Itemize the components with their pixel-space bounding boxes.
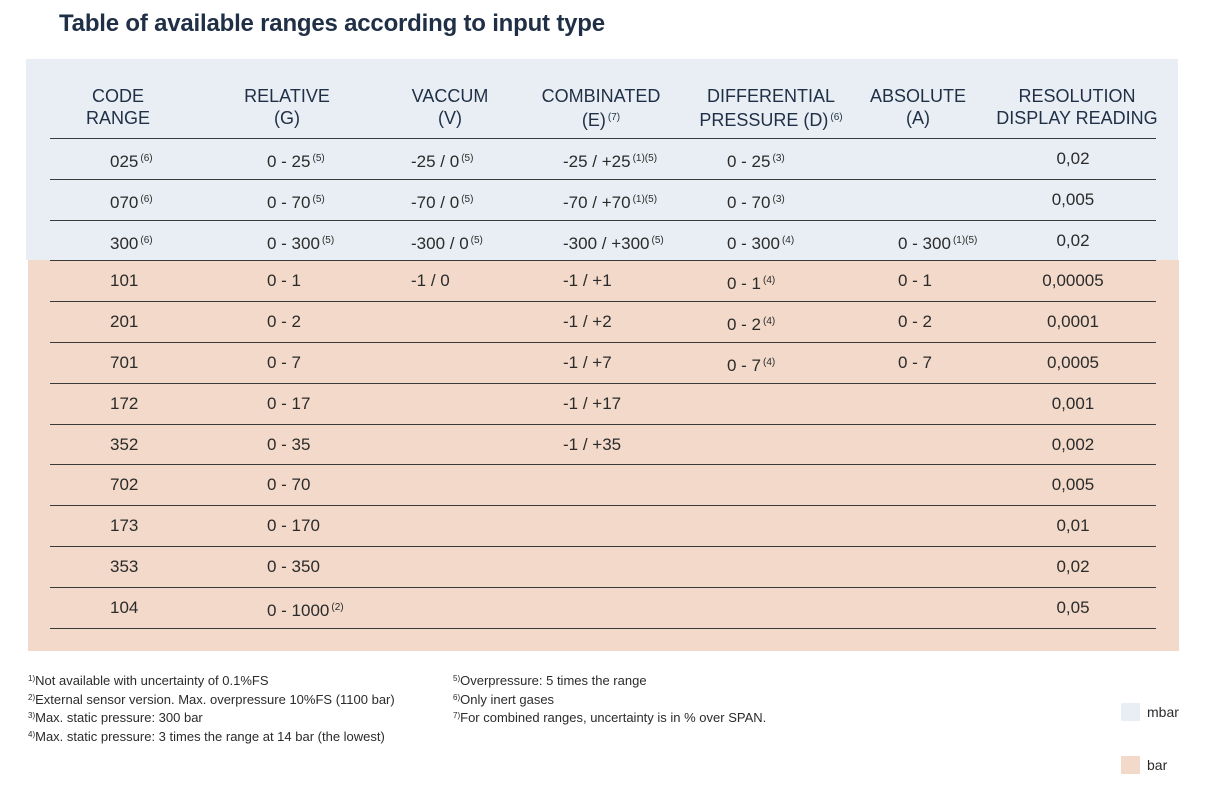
cell-combinated: -1 / +1 xyxy=(563,271,612,291)
legend-label-bar: bar xyxy=(1147,757,1168,773)
legend-swatch-bar xyxy=(1121,756,1140,774)
cell-absolute: 0 - 1 xyxy=(898,271,933,291)
cell-differential: 0 - 25 (3) xyxy=(727,152,785,171)
cell-relative: 0 - 170 xyxy=(267,516,320,536)
page-title: Table of available ranges according to i… xyxy=(59,10,605,37)
cell-code: 172 xyxy=(110,393,139,413)
cell-code: 173 xyxy=(110,516,139,536)
header-relative: RELATIVE (G) xyxy=(244,86,330,128)
table-divider xyxy=(50,179,1156,180)
cell-absolute: 0 - 2 xyxy=(898,312,933,332)
cell-resolution: 0,0005 xyxy=(1047,353,1099,372)
cell-resolution: 0,005 xyxy=(1051,475,1095,495)
cell-combinated: -25 / +25 (1)(5) xyxy=(563,152,658,171)
bar-section-background xyxy=(28,260,1179,651)
cell-relative: 0 - 1000 (2) xyxy=(267,600,344,620)
cell-resolution: 0,0001 xyxy=(1047,312,1099,332)
cell-absolute: 0 - 300 (1)(5) xyxy=(898,233,978,253)
cell-code: 353 xyxy=(110,557,139,576)
cell-code: 070 (6) xyxy=(110,192,153,212)
table-divider xyxy=(50,138,1156,139)
cell-differential: 0 - 300 (4) xyxy=(727,233,795,253)
table-divider xyxy=(50,301,1156,302)
cell-code: 104 xyxy=(110,597,139,617)
cell-relative: 0 - 7 xyxy=(267,353,302,372)
cell-resolution: 0,00005 xyxy=(1042,271,1104,291)
cell-relative: 0 - 1 xyxy=(267,271,302,291)
legend-swatch-mbar xyxy=(1121,703,1140,721)
cell-relative: 0 - 300 (5) xyxy=(267,233,335,253)
footnote: 3)Max. static pressure: 300 bar xyxy=(28,710,203,725)
cell-combinated: -1 / +2 xyxy=(563,312,612,332)
cell-relative: 0 - 70 (5) xyxy=(267,192,325,212)
header-vaccum: VACCUM (V) xyxy=(411,86,489,128)
cell-code: 101 xyxy=(110,271,139,291)
footnote: 1)Not available with uncertainty of 0.1%… xyxy=(28,673,269,688)
table-divider xyxy=(50,220,1156,221)
header-differential: DIFFERENTIAL PRESSURE (D) (6) xyxy=(699,86,843,130)
footnote: 5)Overpressure: 5 times the range xyxy=(453,673,647,688)
footnote: 7)For combined ranges, uncertainty is in… xyxy=(453,710,767,725)
cell-relative: 0 - 25 (5) xyxy=(267,152,325,171)
cell-code: 300 (6) xyxy=(110,233,153,253)
cell-resolution: 0,001 xyxy=(1051,393,1095,413)
cell-vaccum: -1 / 0 xyxy=(411,271,450,291)
header-combinated: COMBINATED (E) (7) xyxy=(541,86,661,130)
cell-code: 702 xyxy=(110,475,139,495)
table-divider xyxy=(50,424,1156,425)
cell-resolution: 0,02 xyxy=(1056,149,1090,168)
cell-absolute: 0 - 7 xyxy=(898,353,933,372)
cell-code: 025 (6) xyxy=(110,152,153,171)
cell-relative: 0 - 350 xyxy=(267,557,320,576)
mbar-section-background xyxy=(26,59,1178,260)
cell-code: 201 xyxy=(110,312,139,332)
cell-differential: 0 - 2 (4) xyxy=(727,315,776,335)
cell-resolution: 0,005 xyxy=(1051,189,1095,209)
cell-combinated: -1 / +7 xyxy=(563,353,612,372)
cell-differential: 0 - 1 (4) xyxy=(727,274,776,294)
cell-combinated: -70 / +70 (1)(5) xyxy=(563,192,658,212)
cell-combinated: -300 / +300 (5) xyxy=(563,233,664,253)
cell-vaccum: -25 / 0 (5) xyxy=(411,152,474,171)
cell-relative: 0 - 2 xyxy=(267,312,302,332)
table-divider xyxy=(50,505,1156,506)
header-resolution: RESOLUTION DISPLAY READING xyxy=(996,86,1158,128)
table-divider xyxy=(50,342,1156,343)
header-absolute: ABSOLUTE (A) xyxy=(869,86,967,128)
cell-combinated: -1 / +17 xyxy=(563,393,622,413)
cell-vaccum: -70 / 0 (5) xyxy=(411,192,474,212)
cell-code: 352 xyxy=(110,434,139,454)
cell-resolution: 0,01 xyxy=(1056,516,1090,536)
footnote: 4)Max. static pressure: 3 times the rang… xyxy=(28,728,385,744)
cell-relative: 0 - 17 xyxy=(267,393,311,413)
cell-relative: 0 - 35 xyxy=(267,434,311,454)
cell-relative: 0 - 70 xyxy=(267,475,311,495)
table-divider xyxy=(50,383,1156,384)
cell-resolution: 0,02 xyxy=(1056,557,1090,576)
cell-resolution: 0,02 xyxy=(1056,230,1090,250)
footnote: 2)External sensor version. Max. overpres… xyxy=(28,691,395,707)
cell-resolution: 0,002 xyxy=(1051,434,1095,454)
cell-vaccum: -300 / 0 (5) xyxy=(411,233,483,253)
cell-resolution: 0,05 xyxy=(1056,597,1090,617)
legend-label-mbar: mbar xyxy=(1147,704,1179,720)
header-code-range: CODE RANGE xyxy=(85,86,150,128)
table-divider xyxy=(50,260,1156,261)
table-divider xyxy=(50,546,1156,547)
cell-code: 701 xyxy=(110,353,139,372)
footnote: 6)Only inert gases xyxy=(453,691,555,707)
cell-differential: 0 - 7 (4) xyxy=(727,356,776,375)
table-divider xyxy=(50,587,1156,588)
table-divider xyxy=(50,464,1156,465)
cell-combinated: -1 / +35 xyxy=(563,434,622,454)
table-divider xyxy=(50,628,1156,629)
cell-differential: 0 - 70 (3) xyxy=(727,192,785,212)
